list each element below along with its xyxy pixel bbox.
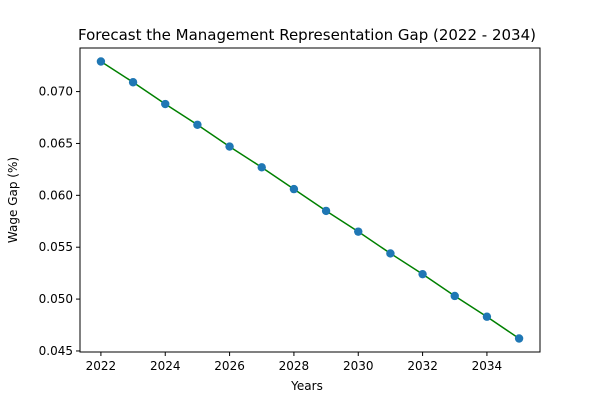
y-tick-label: 0.055 <box>39 240 73 254</box>
y-axis-label: Wage Gap (%) <box>6 157 20 243</box>
y-tick-label: 0.070 <box>39 85 73 99</box>
y-tick-label: 0.050 <box>39 292 73 306</box>
x-tick-label: 2024 <box>150 359 181 373</box>
plot-frame <box>79 47 541 353</box>
data-point <box>161 99 170 109</box>
data-point <box>257 163 266 172</box>
data-point <box>482 312 492 321</box>
x-tick-label: 2028 <box>279 359 310 373</box>
x-tick-label: 2030 <box>343 359 374 373</box>
data-point <box>321 206 331 216</box>
x-tick-label: 2022 <box>86 359 117 373</box>
data-point <box>386 249 395 258</box>
data-point <box>96 57 106 66</box>
data-point <box>514 334 524 343</box>
x-axis-label: Years <box>290 379 323 393</box>
chart-title: Forecast the Management Representation G… <box>78 26 536 44</box>
y-tick-label: 0.065 <box>39 136 73 150</box>
data-point <box>289 184 299 194</box>
data-point <box>193 120 202 129</box>
x-tick-label: 2032 <box>407 359 438 373</box>
x-tick-label: 2034 <box>472 359 503 373</box>
data-point <box>225 142 234 151</box>
data-point <box>418 269 427 279</box>
x-tick-label: 2026 <box>214 359 245 373</box>
data-point <box>450 291 459 301</box>
series-line <box>100 60 520 340</box>
y-tick-label: 0.045 <box>39 344 73 358</box>
y-tick-label: 0.060 <box>39 188 73 202</box>
data-point <box>354 227 363 236</box>
data-point <box>128 78 138 87</box>
